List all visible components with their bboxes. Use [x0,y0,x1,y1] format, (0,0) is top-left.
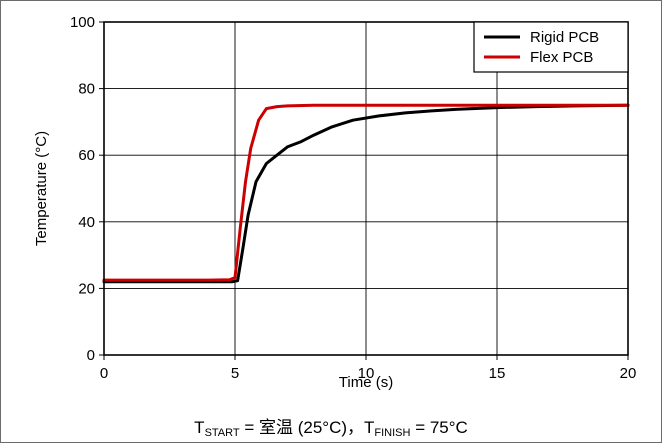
series-lines [102,103,630,284]
series-line-0 [102,103,630,284]
caption-start-text: = 室温 (25°C)， [239,418,365,437]
legend: Rigid PCB Flex PCB [473,21,629,73]
series-line-1 [102,103,630,282]
y-tick-label-1: 20 [78,280,95,297]
temperature-chart: 0 5 10 15 20 0 20 40 60 80 100 Time (s) Temperatur… [33,14,636,391]
x-axis-label: Time (s) [339,374,393,391]
caption-start-subscript: START [204,427,240,439]
legend-label-0: Rigid PCB [530,29,599,46]
y-tick-label-3: 60 [78,147,95,164]
y-tick-label-2: 40 [78,214,95,231]
x-tick-label-3: 15 [489,365,506,382]
y-axis-label: Temperature (°C) [33,131,50,246]
x-tick-label-4: 20 [620,365,637,382]
y-tick-label-0: 0 [87,347,95,364]
chart-caption: TSTART = 室温 (25°C)，TFINISH = 75°C [0,413,662,439]
x-tick-label-0: 0 [100,365,108,382]
caption-finish-text: = 75°C [410,418,468,437]
caption-t-finish: T [364,418,375,437]
x-tick-label-1: 5 [231,365,239,382]
x-tick-label-2: 10 [358,365,375,382]
grid [104,22,628,355]
caption-finish-subscript: FINISH [374,427,411,439]
tick-labels: 0 5 10 15 20 0 20 40 60 80 100 [70,14,636,382]
y-tick-label-4: 80 [78,81,95,98]
legend-label-1: Flex PCB [530,49,593,66]
legend-box [473,21,629,73]
y-tick-label-5: 100 [70,14,95,31]
caption-t-start: T [194,418,205,437]
